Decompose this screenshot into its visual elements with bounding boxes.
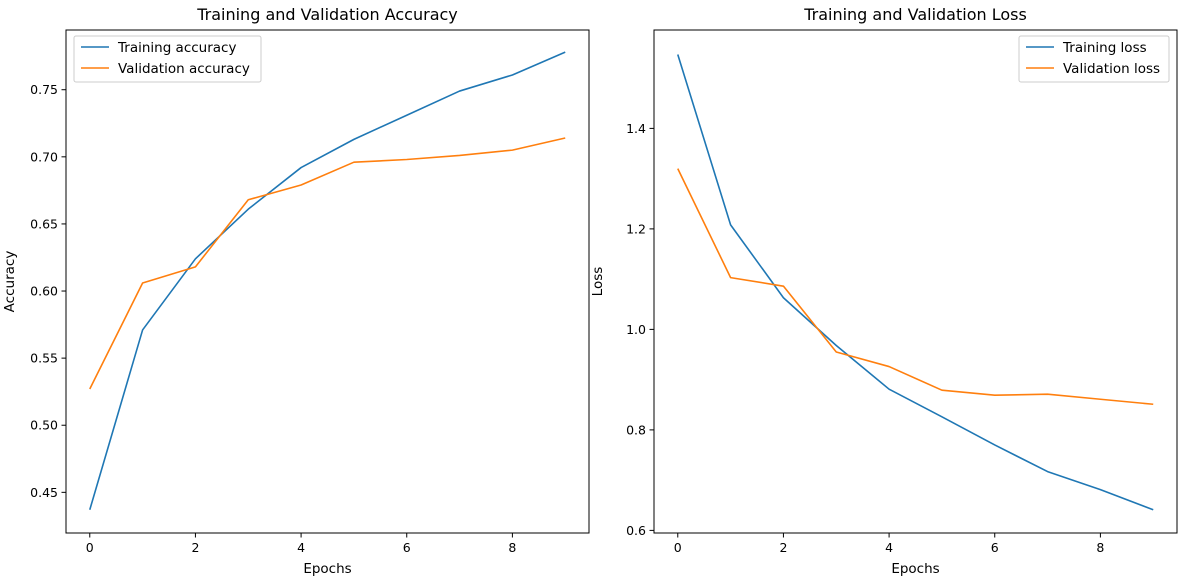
accuracy-x-tick-label: 0 <box>86 540 94 555</box>
series-line-validation-loss <box>677 168 1154 406</box>
loss-chart: Training and Validation Loss Epochs Loss… <box>590 5 1178 577</box>
loss-y-tick-label: 0.6 <box>626 523 646 538</box>
accuracy-x-axis-label: Epochs <box>303 561 351 577</box>
accuracy-x-tick-label: 2 <box>191 540 199 555</box>
accuracy-plot-frame <box>65 29 590 534</box>
accuracy-x-tick-label: 6 <box>403 540 411 555</box>
loss-axis-ticks: 0 2 4 6 8 0.6 0.8 1.0 1.2 1.4 <box>626 121 1104 555</box>
series-line-training-loss <box>677 54 1154 511</box>
legend-label-validation-loss: Validation loss <box>1063 61 1160 77</box>
loss-y-tick-label: 1.2 <box>626 221 646 236</box>
loss-y-tick-label: 0.8 <box>626 422 646 437</box>
accuracy-y-tick-label: 0.65 <box>30 216 58 231</box>
accuracy-chart-title: Training and Validation Accuracy <box>196 5 458 24</box>
loss-legend-box <box>1018 35 1170 83</box>
accuracy-chart: Training and Validation Accuracy Epochs … <box>2 5 590 577</box>
loss-y-tick-label: 1.0 <box>626 322 646 337</box>
loss-x-tick-label: 0 <box>674 540 682 555</box>
loss-series-lines <box>677 54 1154 511</box>
loss-x-tick-label: 2 <box>779 540 787 555</box>
series-line-training-accuracy <box>89 51 566 511</box>
accuracy-legend-box <box>73 35 262 83</box>
accuracy-legend: Training accuracy Validation accuracy <box>73 35 262 83</box>
accuracy-y-tick-label: 0.50 <box>30 418 58 433</box>
accuracy-y-tick-label: 0.70 <box>30 149 58 164</box>
accuracy-y-tick-label: 0.75 <box>30 82 58 97</box>
accuracy-axis-ticks: 0 2 4 6 8 0.45 0.50 0.55 0.60 0.65 0.70 0.75 <box>30 82 516 555</box>
loss-x-tick-label: 6 <box>991 540 999 555</box>
loss-chart-title: Training and Validation Loss <box>803 5 1027 24</box>
accuracy-x-tick-label: 4 <box>297 540 305 555</box>
loss-x-tick-label: 8 <box>1096 540 1104 555</box>
loss-legend: Training loss Validation loss <box>1018 35 1170 83</box>
loss-y-axis-label: Loss <box>590 267 606 297</box>
accuracy-y-tick-label: 0.60 <box>30 284 58 299</box>
legend-label-validation-accuracy: Validation accuracy <box>118 61 250 77</box>
accuracy-y-tick-label: 0.45 <box>30 485 58 500</box>
legend-label-training-accuracy: Training accuracy <box>117 40 236 56</box>
accuracy-x-tick-label: 8 <box>508 540 516 555</box>
loss-x-axis-label: Epochs <box>891 561 939 577</box>
loss-x-tick-label: 4 <box>885 540 893 555</box>
series-line-validation-accuracy <box>89 137 566 390</box>
legend-label-training-loss: Training loss <box>1062 40 1147 56</box>
accuracy-y-axis-label: Accuracy <box>2 251 18 313</box>
accuracy-series-lines <box>89 51 566 511</box>
loss-y-tick-label: 1.4 <box>626 121 646 136</box>
accuracy-y-tick-label: 0.55 <box>30 351 58 366</box>
loss-plot-frame <box>653 29 1178 534</box>
